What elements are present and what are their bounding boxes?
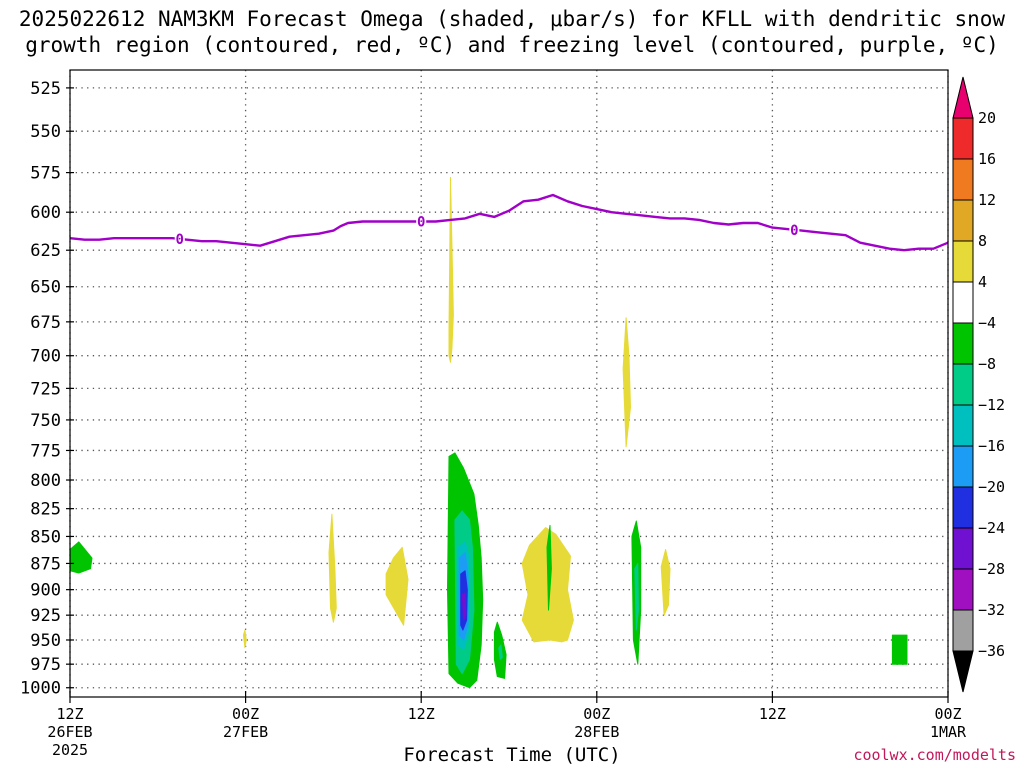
y-tick-label: 650: [30, 278, 61, 298]
y-tick-label: 925: [30, 606, 61, 626]
colorbar-label: 20: [978, 109, 996, 127]
plot-background: [70, 70, 948, 697]
x-tick-label: 1MAR: [930, 723, 967, 741]
chart-title-line1: 2025022612 NAM3KM Forecast Omega (shaded…: [18, 7, 1006, 31]
plot-frame: [69, 69, 949, 698]
omega-region: [461, 592, 467, 621]
x-tick-label: 12Z: [759, 705, 786, 723]
colorbar-swatch: [952, 445, 974, 488]
y-tick-label: 975: [30, 655, 61, 675]
x-tick-label: 00Z: [934, 705, 961, 723]
colorbar-swatch: [952, 117, 974, 160]
colorbar-swatch: [952, 568, 974, 611]
y-tick-label: 900: [30, 581, 61, 601]
omega-region: [546, 524, 552, 611]
colorbar-swatch: [952, 609, 974, 652]
omega-shading: [69, 176, 908, 689]
y-tick-label: 675: [30, 313, 61, 333]
omega-region: [328, 513, 337, 623]
colorbar-swatch: [952, 650, 974, 693]
omega-region: [448, 176, 454, 363]
y-tick-label: 850: [30, 527, 61, 547]
x-tick-label: 28FEB: [574, 723, 619, 741]
colorbar-label: −28: [978, 560, 1005, 578]
watermark-credit: coolwx.com/modelts: [853, 746, 1016, 764]
colorbar-swatch: [952, 363, 974, 406]
freezing-level-label: 0: [176, 232, 184, 248]
colorbar: 20 16 12 8 4 −4 −8 −12 −16 −20 −24 −28 −32 −36: [952, 76, 1005, 693]
colorbar-label: −12: [978, 396, 1005, 414]
x-tick-label: 00Z: [583, 705, 610, 723]
omega-region: [242, 629, 247, 649]
contour-label-bg: [416, 213, 427, 230]
freezing-level-label: 0: [790, 223, 798, 239]
colorbar-swatch: [952, 158, 974, 201]
y-tick-label: 750: [30, 411, 61, 431]
y-tick-label: 875: [30, 554, 61, 574]
colorbar-label: 16: [978, 150, 996, 168]
x-tick-label: 2025: [52, 741, 88, 759]
colorbar-label: 12: [978, 191, 996, 209]
omega-region: [891, 634, 908, 665]
omega-region: [622, 317, 631, 448]
x-tick-label: 27FEB: [223, 723, 268, 741]
colorbar-label: −20: [978, 478, 1005, 496]
omega-region: [498, 644, 503, 660]
y-tick-label: 950: [30, 631, 61, 651]
y-tick-label: 800: [30, 471, 61, 491]
colorbar-label: −8: [978, 355, 996, 373]
colorbar-swatch: [952, 404, 974, 447]
colorbar-label: −4: [978, 314, 996, 332]
chart-title: 2025022612 NAM3KM Forecast Omega (shaded…: [0, 6, 1024, 58]
chart-title-line2: growth region (contoured, red, ºC) and f…: [25, 33, 999, 57]
colorbar-label: −16: [978, 437, 1005, 455]
colorbar-swatch: [952, 281, 974, 324]
colorbar-label: −36: [978, 642, 1005, 660]
y-tick-label: 775: [30, 441, 61, 461]
contour-label-bg: [174, 230, 185, 247]
y-tick-label: 700: [30, 347, 61, 367]
y-tick-label: 1000: [20, 679, 61, 699]
colorbar-swatch: [952, 322, 974, 365]
colorbar-label: −32: [978, 601, 1005, 619]
x-tick-label: 12Z: [56, 705, 83, 723]
y-tick-label: 550: [30, 122, 61, 142]
omega-region: [660, 549, 671, 616]
y-tick-label: 625: [30, 241, 61, 261]
colorbar-swatch: [952, 76, 974, 119]
colorbar-swatch: [952, 199, 974, 242]
colorbar-swatch: [952, 486, 974, 529]
x-tick-label: 26FEB: [47, 723, 92, 741]
colorbar-swatch: [952, 527, 974, 570]
y-tick-label: 825: [30, 500, 61, 520]
colorbar-label: −24: [978, 519, 1005, 537]
y-tick-label: 725: [30, 379, 61, 399]
y-tick-label: 525: [30, 79, 61, 99]
freezing-level-label: 0: [417, 214, 425, 230]
omega-region: [385, 546, 409, 626]
contour-label-bg: [789, 221, 800, 238]
omega-region: [634, 562, 639, 631]
colorbar-label: 8: [978, 232, 987, 250]
y-axis: 525 550 575 600 625 650 675 700 725 750 775 800 825 8…: [20, 79, 74, 699]
freezing-level-contour: 0 0 0: [69, 193, 949, 252]
x-axis-title: Forecast Time (UTC): [403, 744, 621, 766]
x-tick-label: 00Z: [232, 705, 259, 723]
colorbar-label: 4: [978, 273, 987, 291]
y-tick-label: 575: [30, 164, 61, 184]
x-tick-label: 12Z: [408, 705, 435, 723]
y-tick-label: 600: [30, 203, 61, 223]
colorbar-swatch: [952, 240, 974, 283]
